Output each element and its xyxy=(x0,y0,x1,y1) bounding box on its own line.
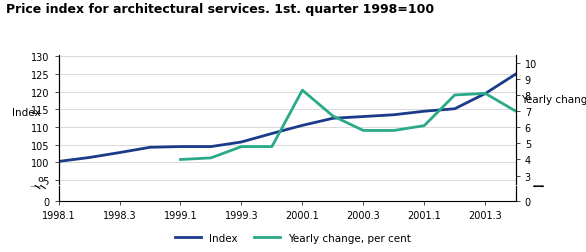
Text: Yearly change, per cent: Yearly change, per cent xyxy=(522,94,586,105)
Index xyxy=(299,124,306,127)
Index xyxy=(146,146,154,149)
Index xyxy=(238,141,245,144)
Yearly change, per cent xyxy=(512,110,519,113)
Index xyxy=(86,156,93,160)
Yearly change, per cent xyxy=(329,115,336,118)
Yearly change, per cent xyxy=(421,124,428,128)
Yearly change, per cent xyxy=(360,130,367,133)
Yearly change, per cent xyxy=(451,94,458,97)
Index xyxy=(177,145,184,148)
Index xyxy=(329,117,336,120)
Index xyxy=(421,110,428,113)
Text: Price index for architectural services. 1st. quarter 1998=100: Price index for architectural services. … xyxy=(6,3,434,15)
Yearly change, per cent xyxy=(268,145,275,148)
Index xyxy=(55,160,62,163)
Index xyxy=(512,73,519,76)
Yearly change, per cent xyxy=(482,92,489,96)
Index xyxy=(451,108,458,111)
Index xyxy=(390,114,397,117)
Yearly change, per cent xyxy=(390,130,397,133)
Index xyxy=(116,151,123,154)
Yearly change, per cent xyxy=(299,89,306,92)
Index xyxy=(482,93,489,96)
Line: Index: Index xyxy=(59,75,516,162)
Line: Yearly change, per cent: Yearly change, per cent xyxy=(180,91,516,160)
Text: Index: Index xyxy=(12,107,40,117)
Index xyxy=(207,145,214,148)
Yearly change, per cent xyxy=(238,145,245,148)
Legend: Index, Yearly change, per cent: Index, Yearly change, per cent xyxy=(171,229,415,247)
Index xyxy=(268,133,275,136)
Yearly change, per cent xyxy=(177,158,184,161)
Yearly change, per cent xyxy=(207,157,214,160)
Index xyxy=(360,116,367,119)
